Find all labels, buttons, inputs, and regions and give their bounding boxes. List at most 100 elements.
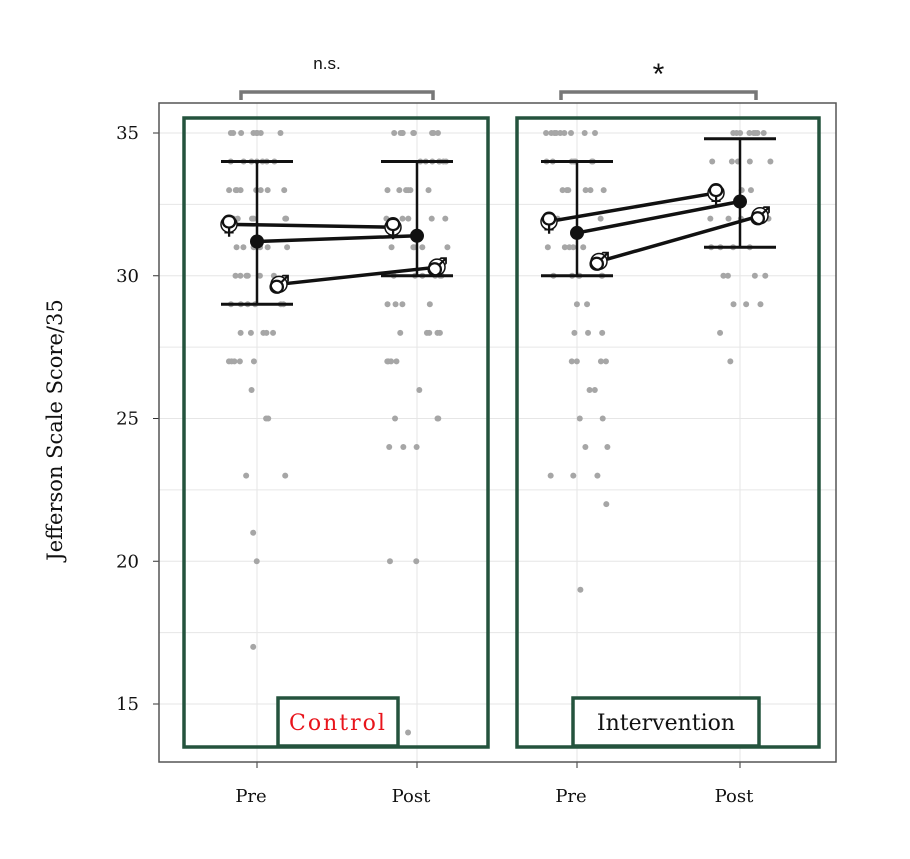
data-point <box>728 158 735 165</box>
data-point <box>240 244 247 251</box>
data-point <box>396 187 403 194</box>
mean-line <box>576 199 741 235</box>
y-tick-label: 15 <box>116 694 139 715</box>
male-symbol-icon: ♂ <box>267 270 290 300</box>
x-tick-label: Pre <box>235 786 266 807</box>
points-layer <box>225 130 774 736</box>
data-point <box>577 586 584 593</box>
data-point <box>717 329 724 336</box>
data-point <box>434 329 441 336</box>
data-point <box>237 329 244 336</box>
data-point <box>250 529 257 536</box>
data-point <box>566 244 573 251</box>
data-point <box>571 329 578 336</box>
data-point <box>548 130 555 136</box>
y-tick-label: 20 <box>116 551 139 572</box>
data-point <box>597 215 604 222</box>
data-point <box>253 558 260 565</box>
data-point <box>257 187 264 194</box>
data-point <box>435 415 442 422</box>
data-point <box>582 444 589 451</box>
data-point <box>730 301 737 308</box>
frame-layer <box>153 90 837 768</box>
data-point <box>760 130 767 136</box>
data-point <box>400 444 407 451</box>
data-point <box>543 130 550 136</box>
y-tick-label: 30 <box>116 266 139 287</box>
data-point <box>250 358 257 365</box>
significance-bracket <box>239 90 435 100</box>
data-point <box>568 130 575 136</box>
data-point <box>397 329 404 336</box>
female-mean-marker <box>384 218 402 236</box>
data-point <box>426 301 433 308</box>
male-mean-marker <box>428 258 446 276</box>
data-point <box>584 301 591 308</box>
data-point <box>430 130 437 136</box>
data-point <box>405 729 412 736</box>
data-point <box>561 244 568 251</box>
data-point <box>386 558 393 565</box>
group-label: Intervention <box>597 711 735 736</box>
data-point <box>281 187 288 194</box>
data-point <box>585 329 592 336</box>
group-label-box <box>571 696 761 748</box>
data-point <box>725 215 732 222</box>
male-mean-marker <box>590 252 608 271</box>
data-point <box>425 187 432 194</box>
data-point <box>393 358 400 365</box>
data-point <box>727 358 734 365</box>
data-point <box>405 215 412 222</box>
data-point <box>263 415 270 422</box>
data-point <box>264 187 271 194</box>
data-point <box>236 358 243 365</box>
data-point <box>277 130 284 136</box>
data-point <box>384 187 391 194</box>
data-point <box>599 415 606 422</box>
markers-layer: ♀ ♀ ♂ ♂ ♀ ♀ ♂ ♂ <box>219 179 771 300</box>
mean-point <box>410 228 424 243</box>
data-point <box>582 187 589 194</box>
data-point <box>570 472 577 479</box>
data-point <box>586 386 593 393</box>
data-point <box>256 272 263 279</box>
male-symbol-icon: ♂ <box>425 253 448 283</box>
female-mean-line <box>548 191 717 224</box>
male-symbol-icon: ♂ <box>748 202 771 232</box>
labels-layer: Jefferson Scale Score/35 15 20 25 30 35 Contr… <box>43 54 754 807</box>
female-symbol-icon: ♀ <box>219 210 238 240</box>
data-point <box>751 272 758 279</box>
lines-layer <box>221 137 776 306</box>
data-point <box>600 187 607 194</box>
y-tick-label: 35 <box>116 123 139 144</box>
data-point <box>565 187 572 194</box>
data-point <box>399 301 406 308</box>
data-point <box>707 215 714 222</box>
male-mean-line <box>278 265 438 287</box>
data-point <box>248 386 255 393</box>
male-mean-line <box>598 214 761 264</box>
data-point <box>233 244 240 251</box>
data-point <box>232 272 239 279</box>
data-point <box>237 272 244 279</box>
data-point <box>399 215 406 222</box>
mean-point <box>250 234 264 249</box>
female-mean-marker <box>540 212 558 231</box>
mean-line <box>256 234 418 244</box>
male-symbol-icon: ♂ <box>587 247 610 277</box>
data-point <box>587 187 594 194</box>
female-symbol-icon: ♀ <box>383 213 402 243</box>
data-point <box>592 130 599 136</box>
data-point <box>757 301 764 308</box>
female-mean-marker <box>707 184 725 202</box>
data-point <box>244 272 251 279</box>
data-point <box>270 329 277 336</box>
data-point <box>561 130 568 136</box>
data-point <box>709 158 716 165</box>
data-point <box>553 130 560 136</box>
data-point <box>250 643 257 650</box>
data-point <box>444 244 451 251</box>
group-label: Control <box>289 711 387 736</box>
data-point <box>573 301 580 308</box>
